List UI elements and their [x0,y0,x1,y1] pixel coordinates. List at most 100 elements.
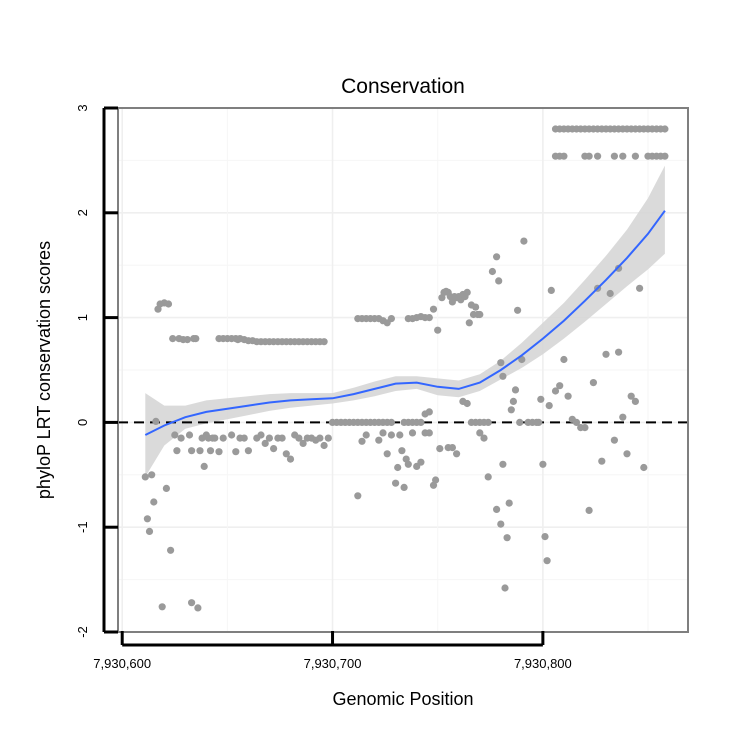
data-point [615,264,623,272]
data-point [516,418,524,426]
data-point [594,152,602,160]
chart-title: Conservation [341,75,465,98]
data-points [141,125,669,612]
data-point [278,434,286,442]
data-point [560,355,568,364]
data-point [619,413,627,421]
data-point [636,284,644,292]
data-point [152,417,160,425]
data-point [509,397,517,405]
data-point [429,305,438,313]
data-point [396,431,404,439]
data-point [598,457,606,465]
data-point [499,460,507,468]
data-point [169,335,177,343]
data-point [387,418,395,426]
data-point [453,450,461,458]
data-point [148,471,156,479]
data-point [200,462,208,470]
data-point [320,338,328,346]
y-tick-label: -1 [75,521,90,533]
data-point [497,359,505,367]
data-point [585,152,593,160]
data-point [606,289,614,298]
data-point [610,436,619,444]
smooth-line [144,210,666,436]
data-point [188,447,196,455]
data-point [543,557,551,565]
data-point [503,534,511,542]
data-point [417,418,425,426]
data-point [623,450,631,458]
data-point [560,152,568,160]
x-axis-label: Genomic Position [332,689,473,709]
data-point [215,448,223,456]
data-point [539,460,547,468]
data-point [631,397,640,405]
data-point [324,434,332,442]
data-point [150,498,158,506]
data-point [185,431,194,439]
data-point [362,431,370,439]
data-point [581,424,589,432]
grid-lines [118,107,688,633]
smooth-trend-line [144,210,666,436]
data-point [400,483,408,491]
data-point [661,152,669,160]
data-point [261,439,269,447]
data-point [484,473,492,481]
data-point [387,431,395,439]
data-point [282,450,290,458]
plot-frame [117,107,689,633]
data-point [545,402,553,410]
data-point [480,434,488,442]
data-point [564,392,572,400]
data-point [511,386,520,394]
data-point [383,450,391,458]
data-point [219,434,227,442]
data-point [448,444,456,452]
data-point [206,447,215,455]
data-point [194,604,202,612]
data-point [425,408,433,416]
data-point [192,335,200,343]
data-point [354,492,362,500]
data-point [392,479,400,487]
x-tick-label: 7,930,600 [93,656,151,671]
data-point [257,431,265,439]
data-point [404,460,412,468]
data-point [432,476,440,484]
data-point [164,300,173,308]
data-point [602,350,610,358]
data-point [167,546,175,554]
data-point [476,429,484,437]
data-point [499,372,507,380]
data-point [476,310,484,319]
data-point [640,463,648,472]
data-point [398,447,406,455]
data-point [507,406,515,414]
data-point [541,533,549,541]
data-point [585,506,593,514]
data-point [295,434,303,442]
data-point [265,434,273,442]
y-axis: -2 -1 0 1 2 3 [75,104,118,638]
data-point [316,434,324,442]
data-point [572,418,581,426]
data-point [425,429,433,437]
data-point [408,429,417,437]
data-point [535,418,543,426]
data-point [465,319,473,327]
data-point [463,399,471,408]
x-tick-label: 7,930,700 [304,656,362,671]
data-point [141,473,149,481]
data-point [493,253,501,261]
data-point [520,237,528,245]
y-tick-label: -2 [75,626,90,638]
data-point [387,315,395,323]
confidence-band-area [145,165,665,477]
data-point [484,418,492,426]
data-point [183,336,191,344]
data-point [556,382,564,390]
data-point [145,527,154,536]
